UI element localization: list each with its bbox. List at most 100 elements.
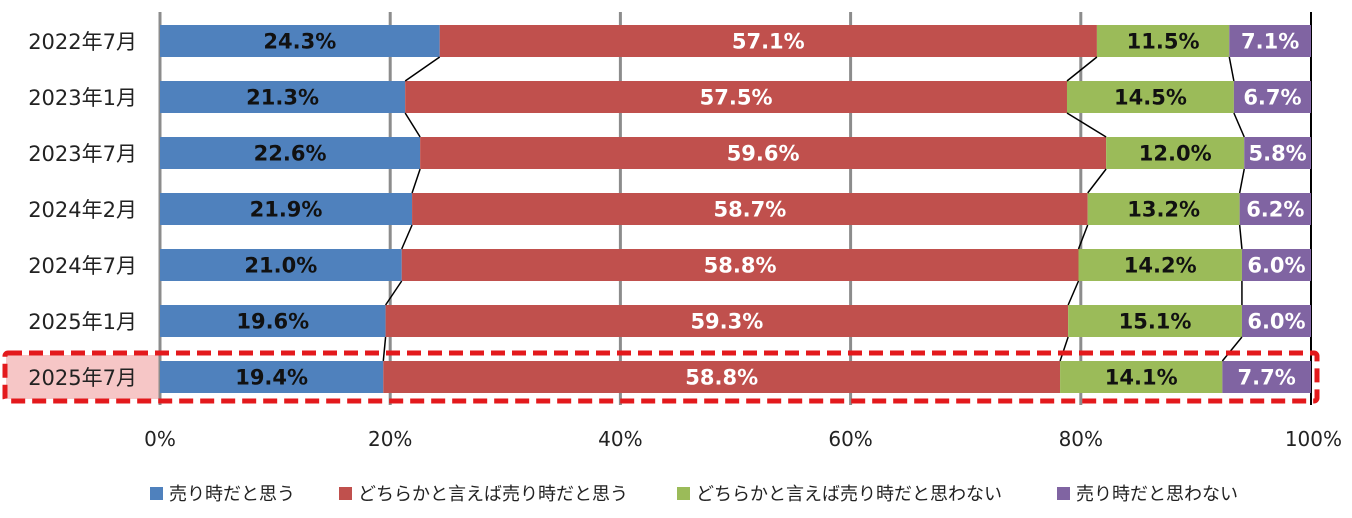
category-label: 2025年1月 bbox=[28, 310, 137, 334]
data-label: 59.6% bbox=[727, 142, 800, 166]
series-line bbox=[384, 280, 403, 306]
data-label: 13.2% bbox=[1127, 198, 1200, 222]
data-label: 21.3% bbox=[246, 86, 319, 110]
bar-segment bbox=[160, 137, 421, 169]
bar-segment bbox=[401, 249, 1079, 281]
legend-swatch bbox=[677, 486, 690, 500]
bar-segment bbox=[383, 361, 1061, 393]
data-label: 58.8% bbox=[704, 254, 777, 278]
series-line bbox=[1077, 224, 1089, 250]
data-label: 6.7% bbox=[1243, 86, 1301, 110]
data-label: 6.0% bbox=[1247, 310, 1305, 334]
data-label: 6.0% bbox=[1247, 254, 1305, 278]
highlight-frame bbox=[2, 350, 1320, 404]
bar-segment bbox=[412, 193, 1088, 225]
legend-label: 売り時だと思う bbox=[169, 484, 295, 505]
data-label: 57.1% bbox=[732, 30, 805, 54]
bar-segment bbox=[1241, 305, 1311, 337]
bar-segment bbox=[1096, 25, 1230, 57]
series-line bbox=[411, 168, 421, 194]
series-line bbox=[1067, 280, 1080, 306]
legend-swatch bbox=[339, 486, 352, 500]
bar-segment bbox=[1241, 249, 1311, 281]
data-label: 6.2% bbox=[1246, 198, 1304, 222]
data-label: 58.8% bbox=[685, 366, 758, 390]
series-line bbox=[1059, 336, 1069, 362]
bar-segment bbox=[160, 81, 406, 113]
bar-segment bbox=[420, 137, 1107, 169]
legend-item: どちらかと言えば売り時だと思う bbox=[339, 478, 628, 508]
bar-segment bbox=[1068, 305, 1242, 337]
series-line bbox=[401, 224, 413, 250]
series-line bbox=[1087, 168, 1107, 194]
legend: 売り時だと思う どちらかと言えば売り時だと思う どちらかと言えば売り時だと思わない 売… bbox=[0, 478, 1352, 508]
stacked-bar-chart: 24.3% 57.1% 11.5% 7.1% 21.3% 57.5% 14.5% 6.7% 22… bbox=[2, 12, 1342, 451]
data-label: 19.4% bbox=[235, 366, 308, 390]
x-tick-label: 60% bbox=[828, 427, 872, 451]
series-line bbox=[1238, 224, 1243, 250]
data-label: 7.1% bbox=[1241, 30, 1299, 54]
series-line bbox=[404, 112, 421, 138]
category-label: 2023年1月 bbox=[28, 86, 137, 110]
data-label: 15.1% bbox=[1119, 310, 1192, 334]
series-line bbox=[404, 56, 441, 82]
bar-segment bbox=[1233, 81, 1311, 113]
bar-segment bbox=[1106, 137, 1245, 169]
series-line bbox=[1066, 112, 1107, 138]
x-tick-label: 0% bbox=[144, 427, 176, 451]
bar-segment bbox=[1244, 137, 1311, 169]
data-label: 21.9% bbox=[250, 198, 323, 222]
series-line bbox=[1228, 56, 1235, 82]
category-label: 2024年2月 bbox=[28, 198, 137, 222]
series-line bbox=[1233, 112, 1245, 138]
bar-segment bbox=[160, 249, 402, 281]
bar-segment bbox=[160, 361, 384, 393]
x-tick-label: 80% bbox=[1059, 427, 1103, 451]
bar-segment bbox=[1060, 361, 1223, 393]
data-label: 7.7% bbox=[1238, 366, 1296, 390]
category-label: 2022年7月 bbox=[28, 30, 137, 54]
x-tick-label: 20% bbox=[368, 427, 412, 451]
bar-segment bbox=[1222, 361, 1311, 393]
category-label: 2024年7月 bbox=[28, 254, 137, 278]
data-label: 59.3% bbox=[690, 310, 763, 334]
legend-label: どちらかと言えば売り時だと思わない bbox=[696, 484, 1002, 505]
data-label: 14.2% bbox=[1124, 254, 1197, 278]
x-tick-label: 40% bbox=[598, 427, 642, 451]
legend-label: どちらかと言えば売り時だと思う bbox=[358, 484, 628, 505]
bar-segment bbox=[160, 193, 413, 225]
data-label: 14.5% bbox=[1114, 86, 1187, 110]
data-label: 22.6% bbox=[254, 142, 327, 166]
bar-segment bbox=[1078, 249, 1242, 281]
data-label: 21.0% bbox=[244, 254, 317, 278]
bar-segment bbox=[160, 305, 386, 337]
legend-item: どちらかと言えば売り時だと思わない bbox=[677, 478, 1002, 508]
bar-segment bbox=[1239, 193, 1311, 225]
bar-segment bbox=[405, 81, 1067, 113]
data-label: 57.5% bbox=[700, 86, 773, 110]
bar-segment bbox=[1229, 25, 1311, 57]
data-label: 5.8% bbox=[1248, 142, 1306, 166]
legend-label: 売り時だと思わない bbox=[1076, 484, 1238, 505]
series-line bbox=[1238, 168, 1245, 194]
data-label: 58.7% bbox=[713, 198, 786, 222]
highlight-label-bg bbox=[6, 355, 160, 399]
legend-swatch bbox=[1057, 486, 1070, 500]
series-line bbox=[1221, 336, 1243, 362]
bar-segment bbox=[160, 25, 440, 57]
legend-swatch bbox=[150, 486, 163, 500]
x-tick-label: 100% bbox=[1285, 427, 1342, 451]
legend-item: 売り時だと思う bbox=[150, 478, 295, 508]
series-line bbox=[1066, 56, 1098, 82]
bar-segment bbox=[1066, 81, 1234, 113]
category-label: 2025年7月 bbox=[28, 366, 137, 390]
series-line bbox=[382, 336, 387, 362]
bar-segment bbox=[1087, 193, 1240, 225]
bar-segment bbox=[439, 25, 1097, 57]
bar-segment bbox=[385, 305, 1069, 337]
category-label: 2023年7月 bbox=[28, 142, 137, 166]
data-label: 11.5% bbox=[1127, 30, 1200, 54]
data-label: 19.6% bbox=[236, 310, 309, 334]
data-label: 24.3% bbox=[263, 30, 336, 54]
legend-item: 売り時だと思わない bbox=[1057, 478, 1238, 508]
